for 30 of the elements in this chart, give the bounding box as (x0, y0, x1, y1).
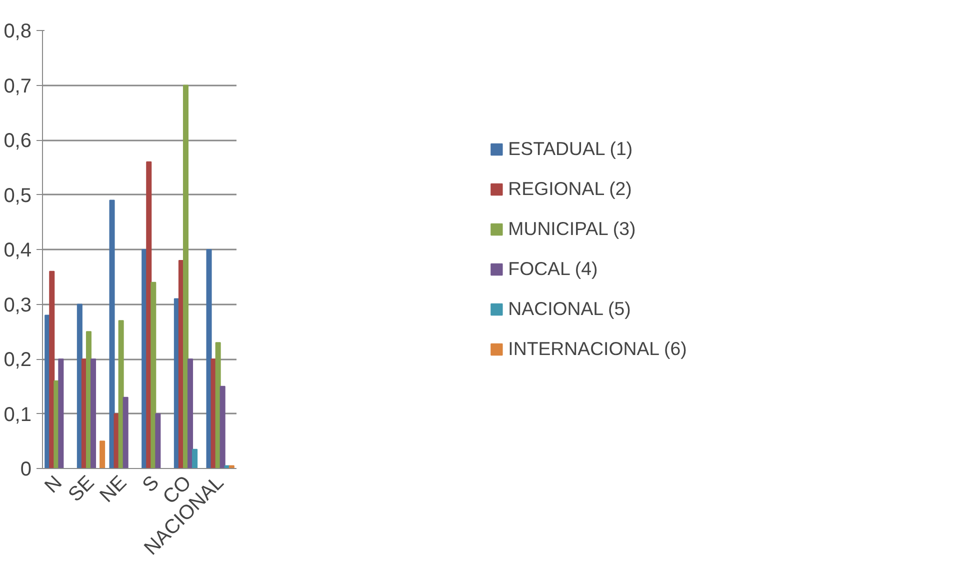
bar (192, 448, 198, 468)
x-tick-label: N (40, 472, 66, 498)
bar (182, 84, 188, 468)
y-tick-label: 0,1 (4, 404, 32, 426)
bar (150, 282, 156, 468)
legend-label: NACIONAL (5) (508, 298, 631, 320)
y-tick-label: 0,7 (4, 75, 32, 98)
y-tick-label: 0,6 (4, 130, 32, 152)
legend-label: MUNICIPAL (3) (508, 218, 636, 240)
y-tick-label: 0,3 (4, 294, 32, 316)
bar (155, 413, 161, 468)
bar (220, 386, 226, 468)
bar (100, 440, 106, 468)
bar (109, 200, 115, 468)
bar (122, 396, 128, 468)
y-tick-label: 0,2 (4, 349, 32, 371)
bar (188, 358, 194, 468)
y-tick-label: 0,5 (4, 184, 32, 207)
bar (58, 358, 64, 468)
legend-label: REGIONAL (2) (508, 178, 632, 200)
bar (90, 358, 96, 468)
y-tick-label: 0,8 (4, 20, 32, 42)
bar (118, 320, 124, 468)
y-tick-label: 0,4 (4, 240, 32, 262)
legend-label: INTERNACIONAL (6) (508, 338, 687, 360)
legend-label: FOCAL (4) (508, 258, 598, 280)
bar (49, 270, 55, 468)
y-tick-label: 0 (20, 458, 32, 480)
bar (206, 249, 212, 468)
legend-label: ESTADUAL (1) (508, 138, 633, 160)
